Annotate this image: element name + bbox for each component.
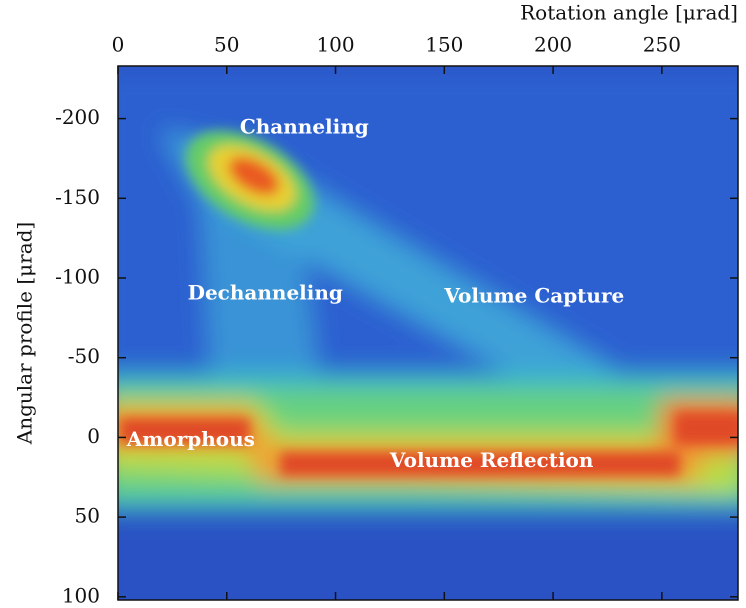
plot-frame (117, 65, 739, 601)
annotation: Amorphous (126, 427, 255, 451)
annotation: Volume Capture (443, 284, 624, 308)
peaks (120, 130, 738, 476)
x-tick-label: 250 (643, 33, 681, 57)
y-tick-label: 100 (62, 583, 100, 607)
annotation: Volume Reflection (389, 448, 594, 472)
heatmap (118, 66, 738, 600)
y-tick-label: -50 (68, 344, 100, 368)
y-tick-label: -150 (55, 185, 100, 209)
y-tick-label: -100 (55, 265, 100, 289)
x-tick-label: 0 (112, 33, 125, 57)
x-tick-label: 50 (214, 33, 239, 57)
x-tick-label: 150 (425, 33, 463, 57)
y-tick-label: -200 (55, 105, 100, 129)
annotation: Dechanneling (188, 280, 343, 304)
x-tick-label: 100 (316, 33, 354, 57)
y-axis-label: Angular profile [μrad] (13, 222, 37, 445)
x-tick-label: 200 (534, 33, 572, 57)
x-axis-label: Rotation angle [μrad] (520, 1, 738, 25)
annotation: Channeling (240, 115, 369, 139)
y-tick-label: 0 (87, 424, 100, 448)
y-tick-label: 50 (75, 504, 100, 528)
intensity-field (118, 70, 738, 512)
